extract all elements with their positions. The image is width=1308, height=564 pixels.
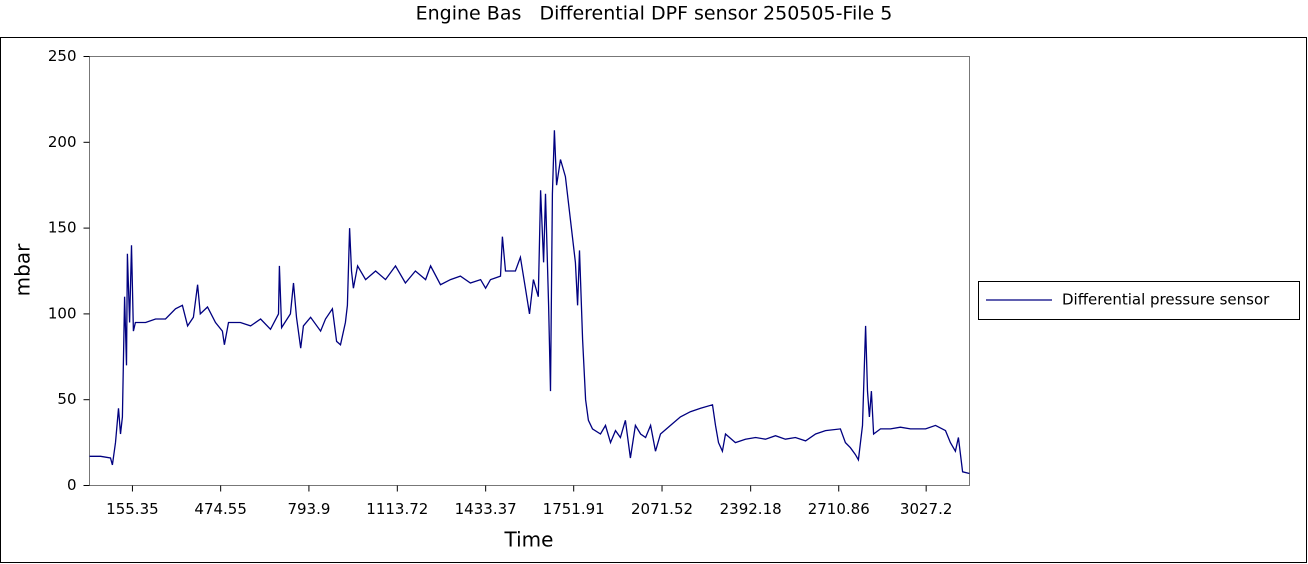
x-tick-label: 793.9 [287,500,330,518]
x-tick-label: 2071.52 [631,500,693,518]
chart-title: Engine Bas Differential DPF sensor 25050… [416,3,893,25]
x-tick-label: 1433.37 [455,500,517,518]
data-line [89,130,970,475]
x-tick-label: 474.55 [194,500,247,518]
y-tick-label: 0 [67,476,77,494]
y-tick-label: 150 [48,219,77,237]
legend-label: Differential pressure sensor [1062,291,1270,309]
x-tick-label: 2710.86 [808,500,870,518]
x-tick-label: 3027.2 [900,500,953,518]
outer-frame [0,37,1307,563]
y-tick-label: 100 [48,304,77,322]
x-tick-label: 1113.72 [366,500,428,518]
y-tick-label: 200 [48,133,77,151]
x-tick-label: 155.35 [106,500,159,518]
x-tick-label: 2392.18 [720,500,782,518]
plot-frame [89,56,970,486]
y-tick-label: 250 [48,47,77,65]
y-axis-label: mbar [11,243,35,296]
y-tick-label: 50 [57,390,76,408]
x-tick-label: 1751.91 [543,500,605,518]
x-axis-label: Time [504,528,554,552]
